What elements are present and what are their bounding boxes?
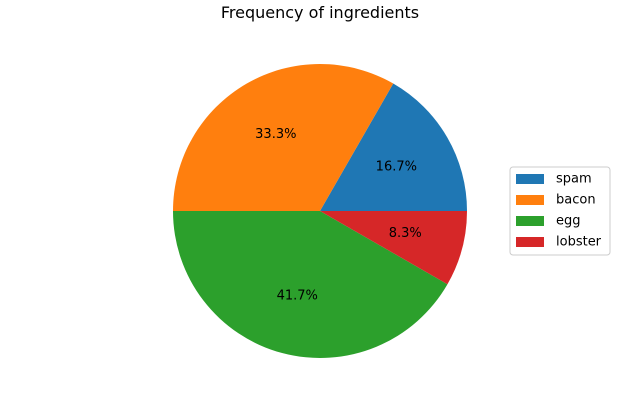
legend-label-egg: egg: [556, 214, 581, 229]
legend-swatch-bacon: [516, 195, 544, 205]
legend-frame: [509, 166, 611, 256]
legend-label-lobster: lobster: [556, 235, 602, 250]
slice-label-lobster: 8.3%: [389, 226, 422, 241]
pie-slice-bacon: [173, 64, 394, 211]
pie-slice-labels: 16.7% 33.3% 41.7% 8.3%: [255, 127, 422, 304]
slice-label-egg: 41.7%: [277, 289, 318, 304]
legend: spam bacon egg lobster: [509, 166, 611, 256]
pie-slice-egg: [173, 211, 448, 358]
slice-label-bacon: 33.3%: [255, 127, 296, 142]
pie-slices: [173, 64, 467, 358]
chart-title: Frequency of ingredients: [221, 3, 419, 22]
legend-entries: spam bacon egg lobster: [516, 172, 602, 250]
legend-swatch-egg: [516, 216, 544, 226]
pie-slice-lobster: [320, 211, 467, 285]
legend-swatch-lobster: [516, 237, 544, 247]
pie-slice-spam: [320, 83, 467, 211]
legend-swatch-spam: [516, 174, 544, 184]
legend-label-spam: spam: [556, 172, 592, 187]
slice-label-spam: 16.7%: [376, 159, 417, 174]
legend-label-bacon: bacon: [556, 193, 596, 208]
